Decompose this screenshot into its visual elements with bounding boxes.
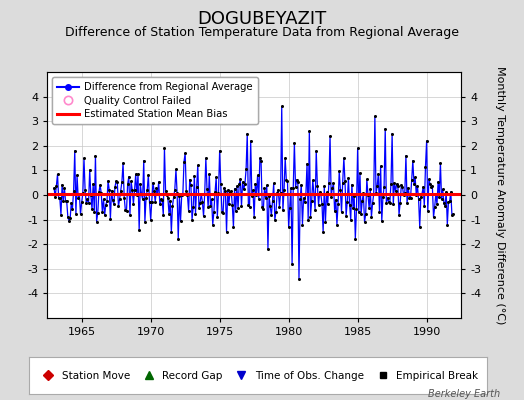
Legend: Difference from Regional Average, Quality Control Failed, Estimated Station Mean: Difference from Regional Average, Qualit… xyxy=(52,77,258,124)
Y-axis label: Monthly Temperature Anomaly Difference (°C): Monthly Temperature Anomaly Difference (… xyxy=(495,66,505,324)
Text: Difference of Station Temperature Data from Regional Average: Difference of Station Temperature Data f… xyxy=(65,26,459,39)
Text: DOGUBEYAZIT: DOGUBEYAZIT xyxy=(198,10,326,28)
Text: Berkeley Earth: Berkeley Earth xyxy=(428,389,500,399)
Legend: Station Move, Record Gap, Time of Obs. Change, Empirical Break: Station Move, Record Gap, Time of Obs. C… xyxy=(35,368,482,384)
